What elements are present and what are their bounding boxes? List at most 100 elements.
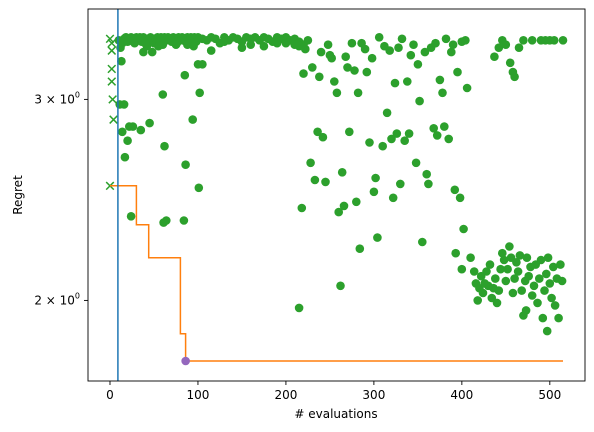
evaluation-point xyxy=(394,43,403,52)
evaluation-point xyxy=(435,75,445,85)
evaluation-point xyxy=(336,281,345,291)
evaluation-point xyxy=(140,38,150,48)
evaluation-point xyxy=(332,88,342,98)
x-tick-label: 0 xyxy=(106,388,114,402)
evaluation-point xyxy=(536,255,546,265)
evaluation-point xyxy=(301,44,310,54)
initial-design-marker-stroke xyxy=(107,46,117,55)
evaluation-point xyxy=(512,258,521,267)
evaluation-point xyxy=(160,141,169,151)
evaluation-point xyxy=(447,47,456,57)
evaluation-point xyxy=(462,83,472,93)
evaluation-point xyxy=(188,115,197,124)
evaluation-point xyxy=(330,77,339,86)
evaluation-point xyxy=(453,67,462,77)
evaluation-point xyxy=(246,40,255,49)
evaluation-point xyxy=(491,274,500,283)
evaluation-point xyxy=(440,122,449,131)
evaluation-point xyxy=(118,127,127,137)
evaluation-point xyxy=(367,53,377,63)
evaluation-point xyxy=(424,179,433,189)
evaluation-point xyxy=(355,244,365,253)
evaluation-point xyxy=(508,288,518,298)
evaluation-point xyxy=(542,269,551,279)
evaluation-point xyxy=(550,301,560,310)
initial-design-marker xyxy=(105,181,115,191)
evaluation-point xyxy=(459,224,468,234)
evaluation-point xyxy=(373,233,382,242)
evaluation-point xyxy=(524,271,533,281)
y-tick-label: 3 × 100 xyxy=(34,90,80,106)
evaluation-point xyxy=(411,158,421,168)
evaluation-point xyxy=(139,47,148,57)
evaluation-point xyxy=(450,185,460,195)
evaluation-point xyxy=(382,108,392,118)
evaluation-point xyxy=(353,88,363,98)
evaluation-point xyxy=(522,253,532,262)
initial-design-marker xyxy=(109,115,118,124)
evaluation-point xyxy=(145,118,154,128)
evaluation-point xyxy=(431,38,440,48)
evaluation-point xyxy=(387,134,396,144)
evaluation-point xyxy=(519,36,528,45)
initial-design-marker-stroke xyxy=(107,38,117,48)
evaluation-point xyxy=(501,276,511,286)
evaluation-point xyxy=(194,183,204,193)
evaluation-point xyxy=(281,38,291,48)
evaluation-point xyxy=(542,326,552,336)
evaluation-point xyxy=(515,251,525,260)
evaluation-point xyxy=(237,43,247,52)
evaluation-point xyxy=(441,34,451,44)
evaluation-point xyxy=(554,313,563,323)
evaluation-point xyxy=(397,34,407,44)
evaluation-point xyxy=(420,47,430,57)
evaluation-point xyxy=(535,274,544,283)
evaluation-point xyxy=(494,286,504,295)
y-tick-exponent: 0 xyxy=(75,291,80,300)
evaluation-point xyxy=(415,96,424,106)
evaluation-point xyxy=(119,100,129,109)
initial-design-marker-stroke xyxy=(105,181,115,191)
evaluation-point xyxy=(126,212,136,221)
evaluation-point xyxy=(327,53,337,63)
evaluation-point xyxy=(120,152,130,162)
evaluation-point xyxy=(406,50,416,60)
evaluation-point xyxy=(549,36,559,45)
evaluation-point xyxy=(451,248,461,258)
evaluation-point xyxy=(549,262,558,272)
evaluation-point xyxy=(533,298,542,308)
evaluation-point xyxy=(313,127,322,137)
evaluation-point xyxy=(478,288,488,298)
evaluation-point xyxy=(466,253,475,262)
evaluation-point xyxy=(540,286,549,295)
evaluation-point xyxy=(461,36,470,45)
evaluation-point xyxy=(347,38,357,48)
evaluation-point xyxy=(558,36,568,45)
evaluation-point xyxy=(323,40,333,49)
evaluation-point xyxy=(404,129,414,138)
evaluation-point xyxy=(510,274,519,283)
evaluation-point xyxy=(220,37,229,46)
evaluation-point xyxy=(352,197,361,207)
evaluation-point xyxy=(362,67,372,77)
evaluation-point xyxy=(343,63,352,72)
evaluation-point xyxy=(505,58,515,68)
x-axis-title: # evaluations xyxy=(294,407,377,421)
evaluation-point xyxy=(371,173,380,183)
evaluation-point xyxy=(337,168,347,177)
final-incumbent-point xyxy=(181,356,190,366)
evaluation-point xyxy=(413,60,423,69)
y-tick-exponent: 0 xyxy=(75,90,80,99)
axes-layer: 0 100 200 300 400 500 2 × 100 3 × 100 xyxy=(34,90,561,402)
evaluation-point xyxy=(374,33,384,42)
evaluation-point xyxy=(438,88,447,98)
evaluation-point xyxy=(299,69,308,78)
evaluation-point xyxy=(444,134,454,144)
evaluation-point xyxy=(365,138,374,147)
evaluation-point xyxy=(448,40,458,49)
evaluation-point xyxy=(308,63,317,72)
evaluation-point xyxy=(341,52,351,61)
evaluation-point xyxy=(505,242,514,251)
evaluation-point xyxy=(403,77,412,86)
